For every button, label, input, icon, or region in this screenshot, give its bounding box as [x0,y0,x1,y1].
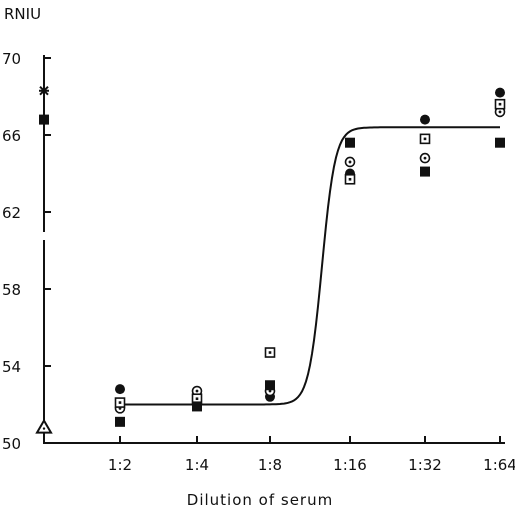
axis-markers [35,86,53,434]
data-point [264,347,276,358]
data-point [192,401,202,412]
x-ticks: 1:2 1:4 1:8 1:16 1:32 1:64 [108,436,515,474]
data-point [420,114,430,125]
data-point [344,173,356,185]
y-tick-label: 54 [2,358,21,376]
data-point [115,416,125,427]
axis-point [39,114,49,125]
axis-point [35,418,53,434]
fit-curve [120,126,500,406]
data-point [344,156,356,168]
y-axis-title: RNIU [4,5,41,23]
x-tick-label: 1:4 [185,456,209,474]
y-tick-label: 58 [2,281,21,299]
data-point [495,137,505,148]
axis-point [39,86,49,96]
x-tick-label: 1:16 [333,456,367,474]
data-point [495,87,505,98]
x-tick-label: 1:8 [258,456,282,474]
y-tick-label: 50 [2,435,21,453]
data-point [494,98,506,110]
x-axis-title: Dilution of serum [187,491,333,509]
data-point [265,380,275,391]
data-point [420,166,430,177]
data-point [115,384,125,395]
data-points [114,87,506,427]
y-tick-label: 70 [2,50,21,68]
y-tick-label: 62 [2,204,21,222]
x-tick-label: 1:32 [408,456,442,474]
x-tick-label: 1:2 [108,456,132,474]
y-tick-label: 66 [2,127,21,145]
data-point [345,137,355,148]
y-ticks: 50 54 58 62 66 70 [2,50,51,453]
x-tick-label: 1:64 [483,456,515,474]
data-point [419,152,431,164]
data-point [419,133,431,145]
data-point [114,397,126,408]
